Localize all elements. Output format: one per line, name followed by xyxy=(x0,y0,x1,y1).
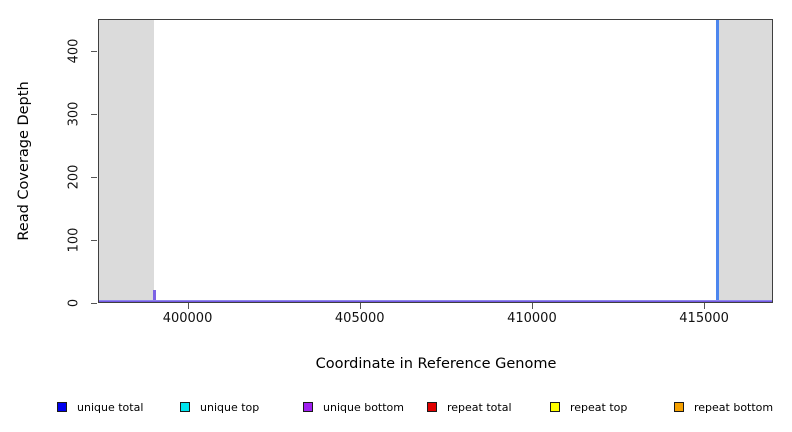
y-axis-tick-label: 400 xyxy=(66,38,82,63)
legend-swatch-repeat-total xyxy=(427,402,437,412)
x-axis-tick xyxy=(187,303,189,309)
y-axis-tick xyxy=(91,176,97,178)
legend-swatch-unique-total xyxy=(57,402,67,412)
legend-swatch-repeat-top xyxy=(550,402,560,412)
unique-bottom-spike xyxy=(152,290,156,302)
legend-item-repeat-total: repeat total xyxy=(427,398,512,416)
zero-coverage-baseline xyxy=(99,300,772,302)
x-axis-tick-label: 415000 xyxy=(679,311,729,326)
plot-area xyxy=(98,19,773,303)
y-axis-tick xyxy=(91,303,97,304)
legend-label: repeat total xyxy=(447,400,512,414)
x-axis-tick-label: 410000 xyxy=(507,311,557,326)
legend-swatch-unique-bottom xyxy=(303,402,313,412)
y-axis-tick xyxy=(91,239,97,241)
y-axis-tick xyxy=(91,50,97,52)
unique-total-spike xyxy=(715,20,719,302)
legend-item-unique-total: unique total xyxy=(57,398,143,416)
y-axis-tick-label: 300 xyxy=(66,101,82,127)
y-axis-title: Read Coverage Depth xyxy=(16,81,32,241)
legend-item-unique-bottom: unique bottom xyxy=(303,398,404,416)
x-axis-tick-label: 400000 xyxy=(162,311,213,326)
y-axis-tick-label: 0 xyxy=(66,298,82,308)
x-axis-tick-label: 405000 xyxy=(334,311,385,326)
y-axis-tick-label: 200 xyxy=(66,164,82,190)
x-axis-tick xyxy=(531,303,533,309)
legend-label: repeat top xyxy=(570,400,628,414)
legend-label: unique bottom xyxy=(323,400,405,414)
x-axis-title: Coordinate in Reference Genome xyxy=(315,356,557,372)
legend-label: unique top xyxy=(200,400,260,414)
legend-label: repeat bottom xyxy=(694,400,774,414)
legend-item-unique-top: unique top xyxy=(180,398,259,416)
y-axis-tick-label: 100 xyxy=(66,227,82,253)
shaded-region xyxy=(718,20,772,302)
legend-label: unique total xyxy=(77,400,144,414)
legend-item-repeat-top: repeat top xyxy=(550,398,627,416)
shaded-region xyxy=(99,20,155,302)
legend-item-repeat-bottom: repeat bottom xyxy=(674,398,773,416)
y-axis-tick xyxy=(91,113,97,115)
legend-swatch-repeat-bottom xyxy=(674,402,684,412)
legend-swatch-unique-top xyxy=(180,402,190,412)
x-axis-tick xyxy=(359,303,361,309)
x-axis-tick xyxy=(704,303,706,309)
